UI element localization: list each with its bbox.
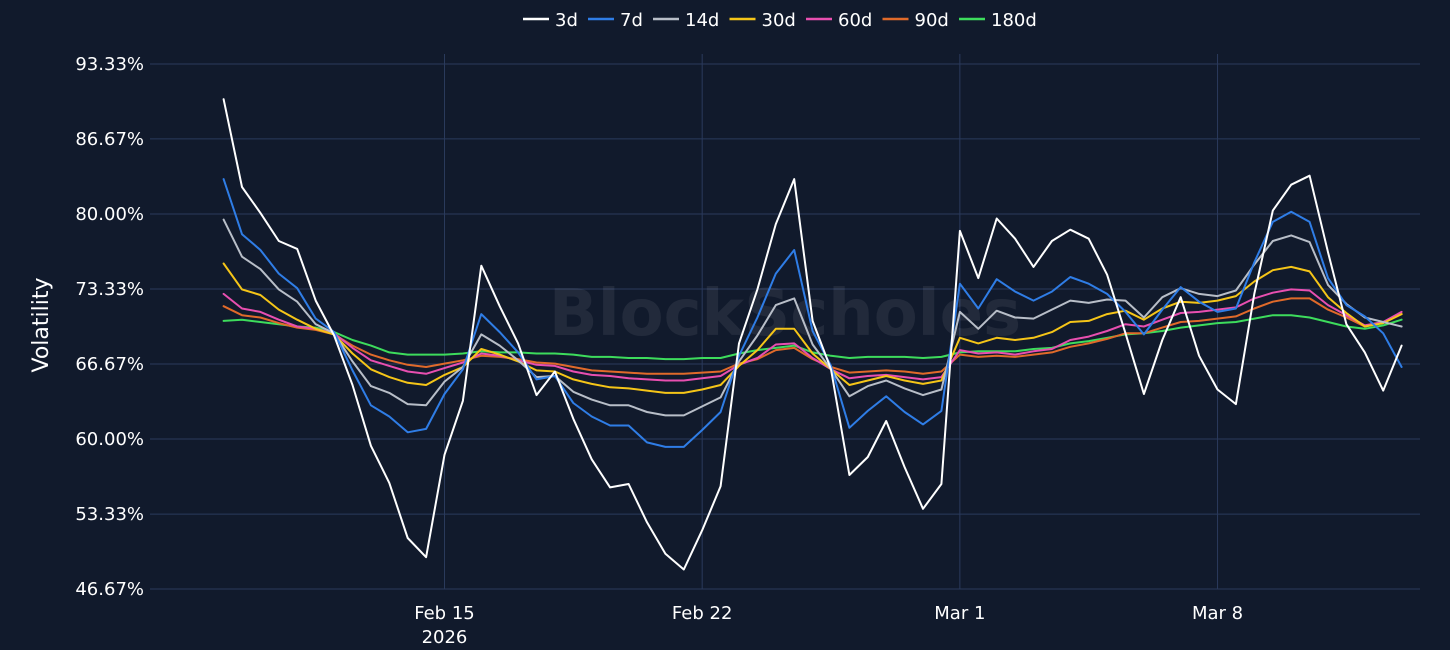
- series-line-3d: [222, 98, 1403, 571]
- y-axis-ticks: 46.67% 53.33% 60.00% 66.67% 73.33% 80.00% 86.6…: [75, 54, 144, 600]
- y-axis-title: Volatility: [29, 277, 54, 372]
- y-tick-label: 73.33%: [75, 279, 144, 300]
- legend-item-180d[interactable]: 180d: [959, 10, 1037, 31]
- x-tick-label: Feb 22: [672, 603, 733, 624]
- legend-item-60d[interactable]: 60d: [806, 10, 872, 31]
- legend[interactable]: 3d 7d 14d 30d 60d 90d 180d: [523, 10, 1037, 31]
- legend-item-7d[interactable]: 7d: [588, 10, 643, 31]
- watermark-logo: BlockScholes: [549, 277, 1021, 351]
- y-tick-label: 60.00%: [75, 429, 144, 450]
- legend-label: 180d: [991, 10, 1037, 31]
- x-tick-sublabel: 2026: [422, 627, 468, 648]
- series-line-7d: [222, 178, 1403, 448]
- y-tick-label: 53.33%: [75, 504, 144, 525]
- y-tick-label: 46.67%: [75, 579, 144, 600]
- legend-label: 7d: [620, 10, 643, 31]
- legend-label: 90d: [915, 10, 949, 31]
- series-line-60d: [222, 288, 1403, 382]
- gridlines: [150, 54, 1420, 590]
- x-tick-label: Mar 8: [1192, 603, 1243, 624]
- y-tick-label: 66.67%: [75, 354, 144, 375]
- legend-label: 60d: [838, 10, 872, 31]
- legend-item-14d[interactable]: 14d: [653, 10, 719, 31]
- series-lines: [222, 98, 1403, 571]
- series-line-14d: [222, 218, 1403, 417]
- legend-item-90d[interactable]: 90d: [882, 10, 949, 31]
- series-line-30d: [222, 262, 1403, 394]
- legend-label: 30d: [762, 10, 796, 31]
- legend-label: 3d: [555, 10, 578, 31]
- y-tick-label: 93.33%: [75, 54, 144, 75]
- y-tick-label: 86.67%: [75, 129, 144, 150]
- legend-item-3d[interactable]: 3d: [523, 10, 578, 31]
- legend-item-30d[interactable]: 30d: [729, 10, 796, 31]
- x-tick-label: Mar 1: [934, 603, 985, 624]
- y-tick-label: 80.00%: [75, 204, 144, 225]
- x-tick-label: Feb 15: [414, 603, 475, 624]
- x-axis-ticks: Feb 15 2026 Feb 22 Mar 1 Mar 8: [414, 603, 1243, 648]
- legend-label: 14d: [685, 10, 719, 31]
